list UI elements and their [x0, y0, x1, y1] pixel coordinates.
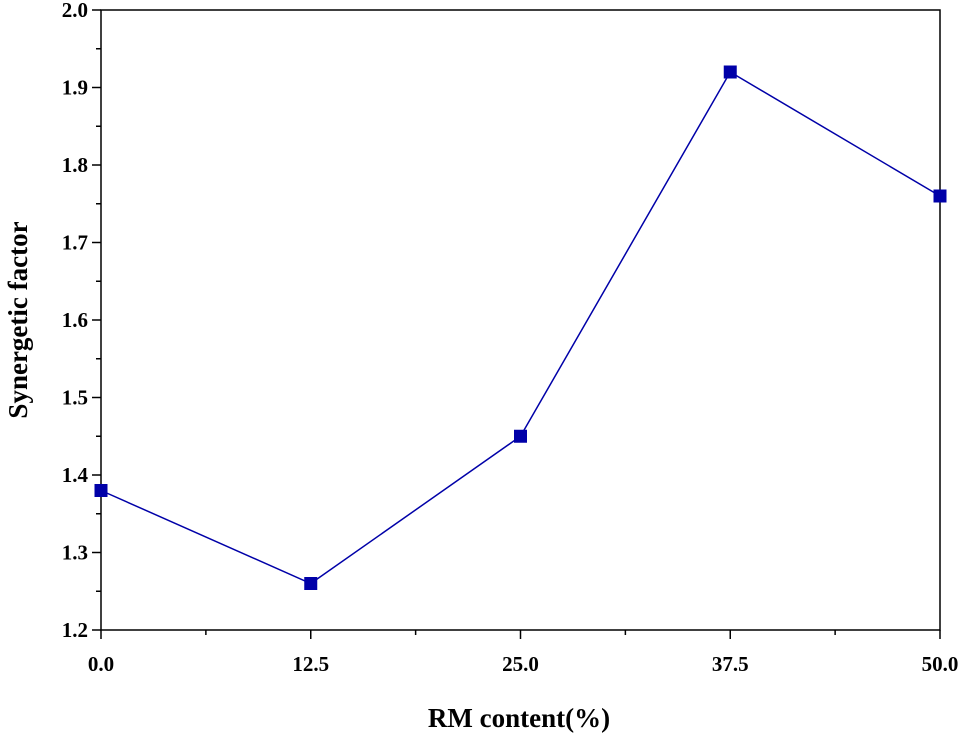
x-axis-ticks: 0.0 12.5 25.0 37.5 50.0: [88, 630, 959, 676]
y-tick-label: 1.9: [62, 76, 88, 100]
plot-border: [100, 9, 941, 631]
y-tick-label: 2.0: [62, 0, 88, 22]
y-axis-ticks: 1.2 1.3 1.4 1.5 1.6 1.7 1.8 1.9 2.0: [62, 0, 101, 642]
series-layer: [94, 65, 947, 590]
x-tick-label: 50.0: [922, 652, 959, 676]
x-axis-title: RM content(%): [428, 703, 610, 733]
y-tick-label: 1.3: [62, 541, 88, 565]
x-tick-label: 37.5: [712, 652, 749, 676]
data-point: [933, 189, 947, 203]
y-tick-label: 1.7: [62, 231, 88, 255]
y-tick-label: 1.2: [62, 618, 88, 642]
plot-frame: [100, 9, 941, 631]
series-line: [100, 70, 941, 585]
data-point: [514, 429, 527, 443]
y-tick-label: 1.6: [62, 308, 88, 332]
data-point: [723, 65, 737, 79]
x-tick-label: 0.0: [88, 652, 114, 676]
x-tick-label: 25.0: [502, 652, 539, 676]
data-point: [304, 577, 318, 590]
y-tick-label: 1.5: [62, 386, 88, 410]
y-tick-label: 1.8: [62, 153, 88, 177]
x-tick-label: 12.5: [292, 652, 329, 676]
y-axis-title: Synergetic factor: [3, 221, 33, 418]
y-tick-label: 1.4: [62, 463, 89, 487]
data-point: [94, 484, 108, 497]
